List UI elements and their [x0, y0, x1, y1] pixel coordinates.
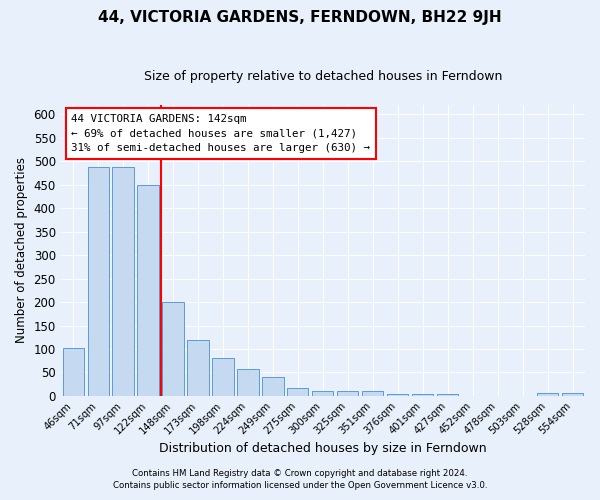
Bar [238, 369, 259, 396]
Bar [112, 168, 134, 396]
Y-axis label: Number of detached properties: Number of detached properties [15, 158, 28, 344]
Bar [387, 394, 409, 396]
Bar [562, 392, 583, 396]
X-axis label: Distribution of detached houses by size in Ferndown: Distribution of detached houses by size … [159, 442, 487, 455]
Bar [262, 377, 284, 396]
Bar [88, 168, 109, 396]
Bar [137, 185, 158, 396]
Bar [212, 358, 233, 396]
Bar [537, 392, 558, 396]
Text: Contains HM Land Registry data © Crown copyright and database right 2024.
Contai: Contains HM Land Registry data © Crown c… [113, 468, 487, 490]
Text: 44, VICTORIA GARDENS, FERNDOWN, BH22 9JH: 44, VICTORIA GARDENS, FERNDOWN, BH22 9JH [98, 10, 502, 25]
Bar [187, 340, 209, 396]
Bar [287, 388, 308, 396]
Bar [312, 392, 334, 396]
Text: 44 VICTORIA GARDENS: 142sqm
← 69% of detached houses are smaller (1,427)
31% of : 44 VICTORIA GARDENS: 142sqm ← 69% of det… [71, 114, 370, 154]
Bar [163, 302, 184, 396]
Bar [362, 392, 383, 396]
Title: Size of property relative to detached houses in Ferndown: Size of property relative to detached ho… [143, 70, 502, 83]
Bar [62, 348, 84, 396]
Bar [337, 391, 358, 396]
Bar [437, 394, 458, 396]
Bar [412, 394, 433, 396]
